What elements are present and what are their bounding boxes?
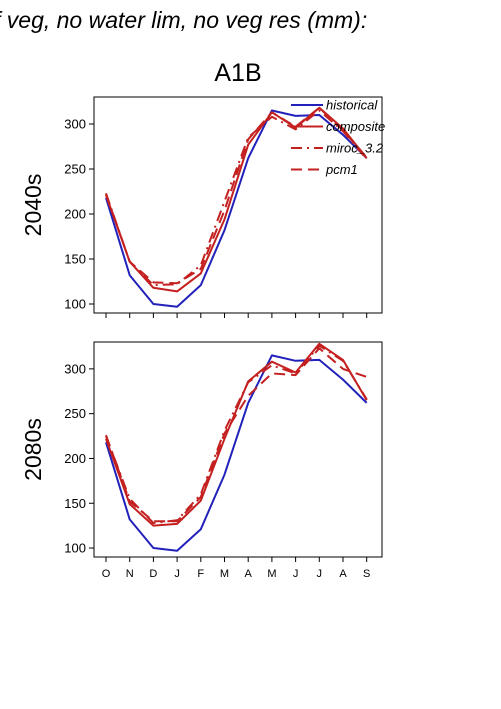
figure-header: f veg, no water lim, no veg res (mm): [0,7,367,33]
series-line-historical [105,109,368,308]
y-tick-label: 200 [64,207,86,222]
x-tick-label: A [339,568,347,580]
x-tick-label: J [293,568,299,580]
x-tick-label: O [102,568,111,580]
x-tick-label: M [267,568,276,580]
series-line-pcm1 [105,347,368,523]
x-tick-label: J [317,568,323,580]
x-tick-label: J [174,568,180,580]
legend-entry: pcm1 [325,162,358,177]
plot-frame [93,96,383,314]
y-tick-label: 150 [64,496,86,511]
scenario-title: A1B [214,59,261,87]
y-tick-label: 300 [64,361,86,376]
x-tick-label: D [149,568,157,580]
x-tick-label: F [197,568,204,580]
series-line-miroc-3-2 [105,109,368,287]
x-tick-label: A [245,568,253,580]
series-line-composite [105,106,368,293]
y-tick-label: 100 [64,541,86,556]
y-tick-label: 300 [64,117,86,132]
series-line-historical [105,354,368,552]
y-tick-label: 250 [64,406,86,421]
legend-entry: historical [326,98,378,113]
legend-entry: miroc_3.2 [326,141,384,156]
series-line-miroc-3-2 [105,344,368,524]
panel-label: 2040s [20,174,46,237]
plot-frame [93,341,383,558]
series-line-composite [105,342,368,527]
y-tick-label: 100 [64,297,86,312]
panel-label: 2080s [20,418,46,481]
y-tick-label: 200 [64,451,86,466]
legend-entry: composite [326,119,385,134]
x-tick-label: N [126,568,134,580]
x-tick-label: S [363,568,370,580]
x-tick-label: M [220,568,229,580]
chart-panel-2040s: 100 150 200 250 300 2040s historical composite m… [20,96,385,318]
series-line-pcm1 [105,106,368,285]
y-tick-label: 150 [64,252,86,267]
y-tick-label: 250 [64,162,86,177]
chart-panel-2080s: 100 150 200 250 300 O N D J F M A M J J A S 2080s [20,341,383,580]
